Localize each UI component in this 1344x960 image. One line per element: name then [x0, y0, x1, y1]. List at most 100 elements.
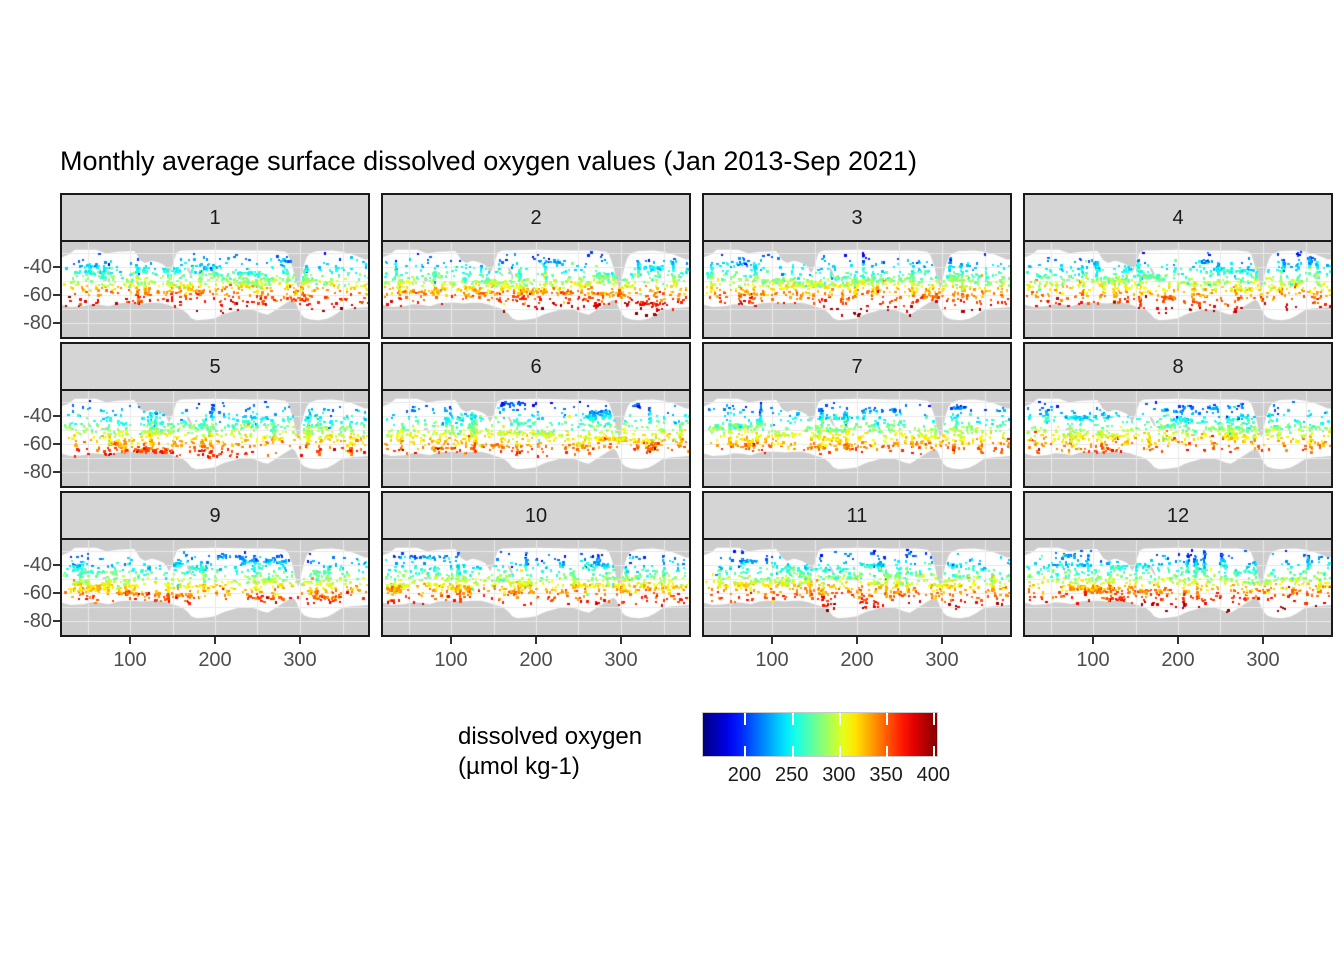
facet-map-canvas [1025, 540, 1331, 635]
y-axis-tick-label: -40 [23, 554, 52, 577]
facet-map-canvas [383, 242, 689, 337]
facet-strip: 4 [1023, 193, 1333, 244]
facet-map-canvas [383, 391, 689, 486]
x-axis-tick-mark [299, 637, 301, 644]
colorbar-tick-mark [744, 713, 747, 725]
facet-strip: 12 [1023, 491, 1333, 542]
y-axis-tick-mark [53, 620, 60, 623]
y-axis-tick-label: -80 [23, 461, 52, 484]
colorbar-tick-mark [791, 746, 794, 758]
facet-map-canvas [704, 391, 1010, 486]
colorbar-tick-label: 250 [774, 764, 809, 786]
facet-label: 2 [530, 207, 542, 229]
colorbar-tick-mark [838, 746, 841, 758]
colorbar-tick-label: 300 [822, 764, 856, 786]
facet-label: 7 [851, 356, 863, 378]
facet-label: 10 [524, 505, 548, 527]
x-axis-tick-mark [535, 637, 537, 644]
y-axis-tick-label: -60 [23, 284, 52, 307]
facet-label: 8 [1172, 356, 1184, 378]
colorbar-tick-mark [744, 746, 747, 758]
facet-strip: 9 [60, 491, 370, 542]
facet-label: 11 [846, 505, 868, 527]
facet-map-canvas [704, 540, 1010, 635]
facet-panel [702, 538, 1012, 637]
facet-panel [1023, 389, 1333, 488]
facet-panel [60, 389, 370, 488]
x-axis-tick-mark [1092, 637, 1094, 644]
facet-strip: 5 [60, 342, 370, 393]
colorbar-tick-mark [886, 746, 889, 758]
facet-label: 1 [209, 207, 221, 229]
legend-title-line2: (µmol kg-1) [458, 753, 580, 780]
x-axis-tick-label: 300 [1246, 649, 1280, 671]
facet-label: 9 [209, 505, 221, 527]
x-axis-tick-label: 100 [1076, 649, 1110, 671]
legend-colorbar [702, 712, 938, 758]
legend-title: dissolved oxygen (µmol kg-1) [458, 722, 642, 782]
y-axis-tick-label: -80 [23, 610, 52, 633]
facet-label: 12 [1166, 505, 1190, 527]
y-axis-tick-mark [53, 443, 60, 446]
facet-panel [702, 240, 1012, 339]
colorbar-tick-label: 200 [727, 764, 762, 786]
x-axis-tick-mark [1177, 637, 1179, 644]
y-axis-tick-mark [53, 415, 60, 418]
facet-map-canvas [1025, 391, 1331, 486]
x-axis-tick-label: 300 [604, 649, 638, 671]
facet-label: 6 [530, 356, 542, 378]
colorbar-tick-mark [933, 713, 936, 725]
facet-strip: 11 [702, 491, 1012, 542]
x-axis-tick-mark [214, 637, 216, 644]
x-axis-tick-label: 100 [113, 649, 147, 671]
facet-label: 4 [1172, 207, 1184, 229]
facet-panel [381, 538, 691, 637]
x-axis-tick-label: 100 [755, 649, 789, 671]
legend-title-line1: dissolved oxygen [458, 723, 643, 750]
colorbar-tick-mark [791, 713, 794, 725]
facet-strip: 7 [702, 342, 1012, 393]
y-axis-tick-mark [53, 322, 60, 325]
x-axis-tick-label: 300 [925, 649, 959, 671]
facet-label: 5 [209, 356, 221, 378]
facet-map-canvas [62, 540, 368, 635]
colorbar-tick-label: 400 [916, 764, 950, 786]
facet-strip: 10 [381, 491, 691, 542]
facet-strip: 6 [381, 342, 691, 393]
y-axis-tick-label: -60 [23, 582, 52, 605]
x-axis-tick-mark [129, 637, 131, 644]
facet-panel [60, 240, 370, 339]
facet-map-canvas [62, 391, 368, 486]
facet-panel [381, 240, 691, 339]
colorbar-tick-mark [886, 713, 889, 725]
x-axis-tick-label: 300 [283, 649, 317, 671]
facet-map-canvas [383, 540, 689, 635]
facet-map-canvas [704, 242, 1010, 337]
x-axis-tick-label: 200 [198, 649, 232, 671]
facet-panel [381, 389, 691, 488]
facet-strip: 3 [702, 193, 1012, 244]
y-axis-tick-mark [53, 266, 60, 269]
x-axis-tick-mark [620, 637, 622, 644]
x-axis-tick-mark [1262, 637, 1264, 644]
y-axis-tick-mark [53, 294, 60, 297]
facet-map-canvas [1025, 242, 1331, 337]
x-axis-tick-mark [856, 637, 858, 644]
y-axis-tick-label: -80 [23, 312, 52, 335]
y-axis-tick-mark [53, 564, 60, 567]
facet-panel [60, 538, 370, 637]
colorbar-tick-mark [933, 746, 936, 758]
facet-strip: 1 [60, 193, 370, 244]
chart-title: Monthly average surface dissolved oxygen… [60, 146, 918, 176]
y-axis-tick-label: -40 [23, 256, 52, 279]
y-axis-tick-label: -40 [23, 405, 52, 428]
x-axis-tick-label: 200 [840, 649, 874, 671]
x-axis-tick-mark [450, 637, 452, 644]
y-axis-tick-mark [53, 471, 60, 474]
colorbar-tick-mark [838, 713, 841, 725]
x-axis-tick-label: 100 [434, 649, 468, 671]
facet-panel [702, 389, 1012, 488]
facet-panel [1023, 538, 1333, 637]
x-axis-tick-label: 200 [1161, 649, 1195, 671]
